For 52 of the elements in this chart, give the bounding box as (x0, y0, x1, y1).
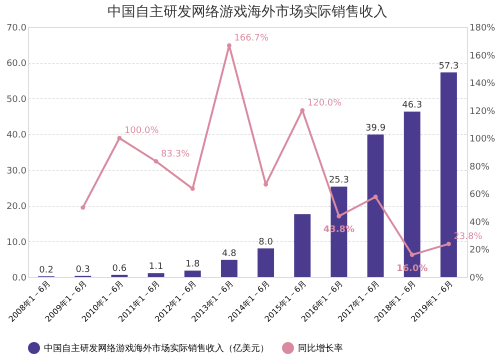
y2-tick-label: 80% (470, 162, 490, 172)
y2-tick-label: 60% (470, 190, 490, 200)
data-label: 1.1 (148, 262, 164, 272)
y2-tick-label: 40% (470, 218, 490, 228)
y2-tick-label: 20% (470, 246, 490, 256)
point (226, 43, 232, 48)
data-label: 100.0% (124, 126, 160, 136)
legend-label: 中国自主研发网络游戏海外市场实际销售收入（亿美元） (44, 343, 269, 354)
data-label: 0.2 (39, 265, 54, 276)
y2-tick-label: 180% (470, 24, 496, 34)
data-label: 39.9 (366, 124, 386, 134)
data-label: 25.3 (328, 176, 349, 186)
bar (367, 134, 384, 277)
point (410, 252, 414, 258)
data-label: 1.8 (185, 260, 200, 270)
y-tick-label: 0.0 (12, 274, 27, 284)
y-tick-label: 10.0 (6, 238, 27, 248)
y2-tick-label: 160% (470, 51, 496, 62)
point (264, 182, 268, 187)
data-label: 57.3 (438, 61, 459, 72)
y2-tick-label: 100% (470, 134, 496, 145)
data-label: 8.0 (258, 237, 274, 248)
data-label: 46.3 (402, 100, 422, 111)
y-tick-label: 40.0 (6, 130, 27, 141)
point (336, 214, 342, 218)
data-label: 0.6 (112, 264, 127, 274)
bar (148, 273, 164, 277)
y2-tick-label: 120% (470, 106, 496, 117)
data-label: 120.0% (307, 98, 342, 108)
y2-tick-label: 0% (470, 274, 484, 284)
point (446, 242, 451, 246)
y-tick-label: 60.0 (6, 59, 27, 70)
y2-tick-label: 140% (470, 79, 496, 90)
point (373, 194, 378, 200)
bar (220, 260, 238, 277)
data-label: 4.8 (222, 248, 237, 259)
point (154, 159, 158, 164)
bar (294, 214, 311, 277)
point (80, 205, 86, 210)
point (190, 186, 195, 191)
data-label: 166.7% (234, 33, 269, 44)
y-tick-label: 70.0 (6, 24, 27, 34)
y-tick-label: 30.0 (6, 166, 27, 176)
chart-title: 中国自主研发网络游戏海外市场实际销售收入 (108, 4, 388, 20)
bar (258, 248, 274, 277)
legend-label: 同比增长率 (298, 343, 343, 354)
data-label: 83.3% (161, 149, 190, 160)
y-tick-label: 20.0 (6, 202, 27, 212)
data-label: 0.3 (76, 264, 90, 275)
y-tick-label: 50.0 (6, 94, 27, 105)
point (117, 136, 122, 140)
bar (184, 270, 201, 277)
